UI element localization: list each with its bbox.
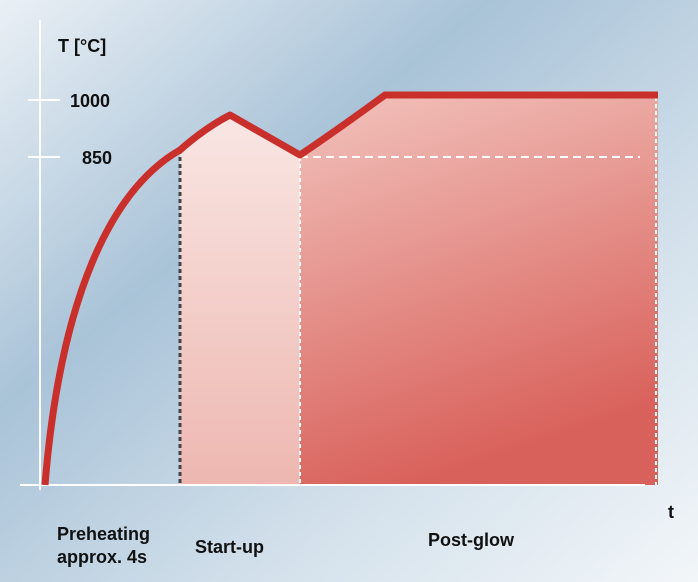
phase-label: Post-glow (428, 530, 515, 550)
start-up-area (180, 115, 300, 485)
tick-label: 850 (82, 148, 112, 168)
phase-label: approx. 4s (57, 547, 147, 567)
tick-label: 1000 (70, 91, 110, 111)
phase-label: Start-up (195, 537, 264, 557)
post-glow-area (300, 95, 658, 485)
temperature-curve (41, 91, 658, 486)
phase-label: Preheating (57, 524, 150, 544)
y-axis-label: T [°C] (58, 36, 106, 56)
x-axis-label: t (668, 502, 674, 522)
